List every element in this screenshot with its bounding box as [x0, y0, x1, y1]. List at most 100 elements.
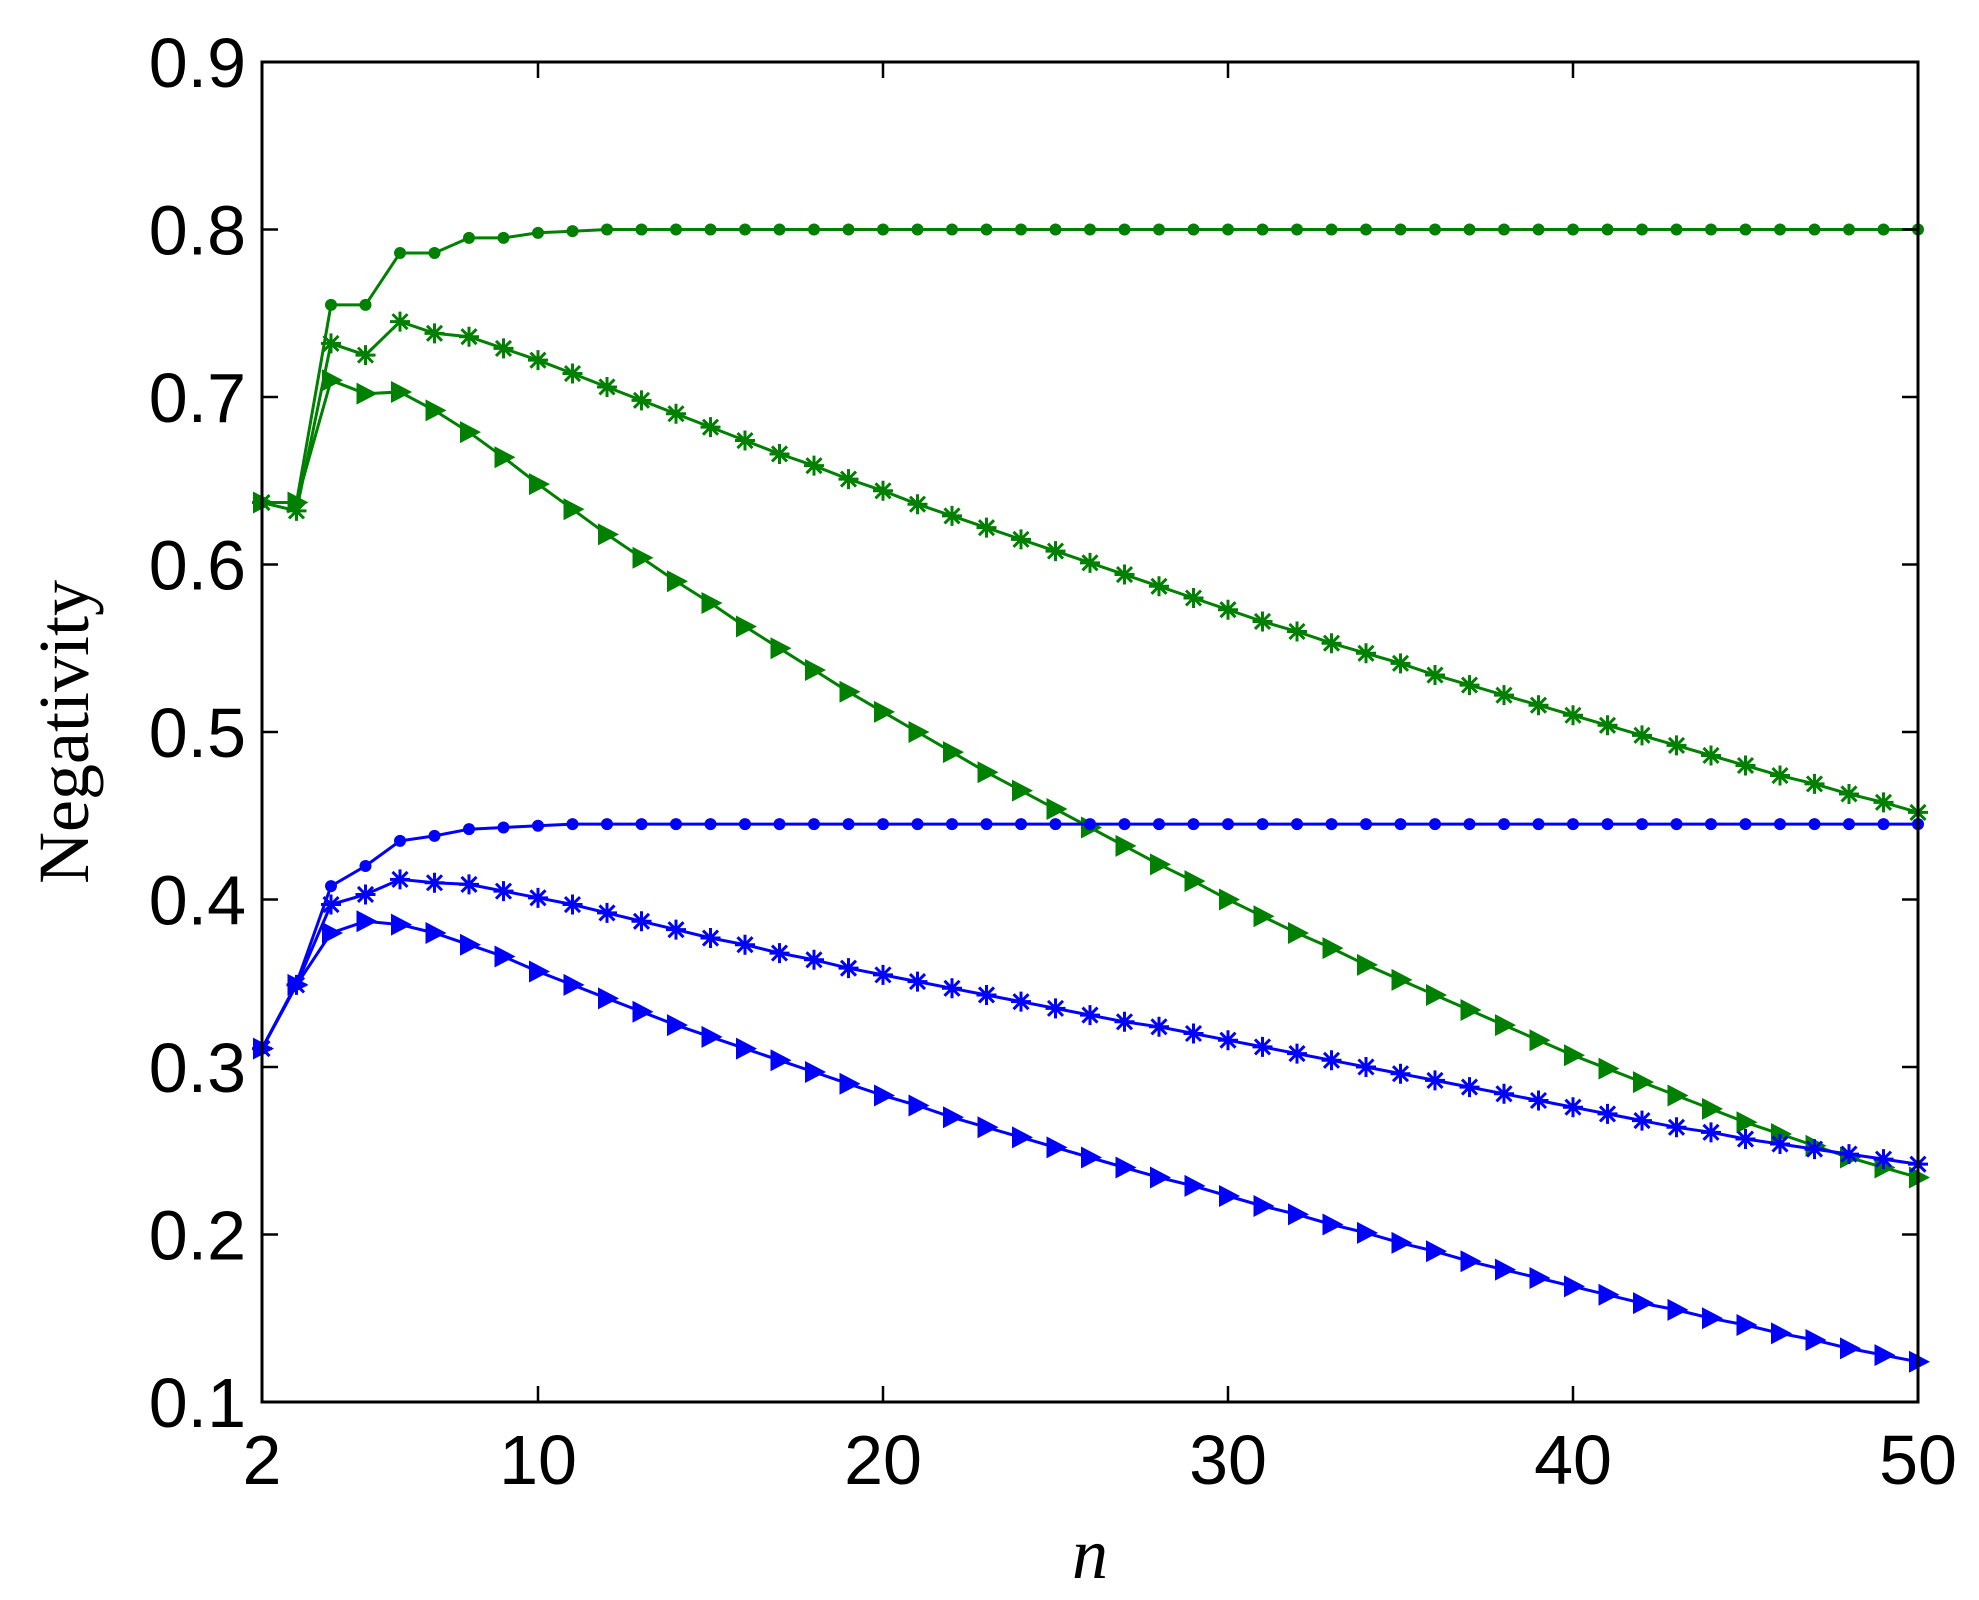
data-point	[1633, 1292, 1654, 1315]
data-point	[1394, 818, 1407, 831]
data-point	[667, 1014, 688, 1037]
data-point	[566, 818, 579, 831]
data-point	[838, 469, 859, 490]
data-point	[1222, 223, 1234, 236]
data-point	[1460, 1250, 1482, 1273]
data-point	[1702, 1097, 1723, 1120]
data-point	[356, 910, 378, 933]
data-point	[532, 226, 544, 239]
series-line	[262, 378, 1919, 1179]
data-point	[286, 500, 307, 521]
data-point	[1702, 1307, 1723, 1330]
data-point	[391, 913, 412, 936]
data-point	[1015, 818, 1027, 831]
data-point	[1705, 818, 1717, 831]
data-point	[1529, 1267, 1551, 1290]
data-point	[1218, 1030, 1238, 1051]
data-point	[1874, 1344, 1896, 1367]
data-point	[1770, 765, 1790, 786]
data-point	[1219, 1184, 1240, 1207]
data-point	[1356, 643, 1376, 664]
data-point	[805, 659, 826, 682]
data-point	[1736, 1313, 1758, 1336]
data-point	[1256, 223, 1269, 236]
data-point	[460, 933, 481, 956]
data-point	[1636, 223, 1648, 236]
data-point	[1394, 223, 1407, 236]
y-tick-label: 0.2	[149, 1197, 246, 1275]
data-point	[1045, 541, 1066, 562]
data-point	[1291, 223, 1303, 236]
data-point	[980, 818, 993, 831]
data-point	[1183, 588, 1204, 608]
data-point	[563, 973, 585, 996]
data-point	[911, 818, 924, 831]
data-point	[322, 922, 343, 944]
data-point	[1288, 922, 1309, 944]
data-point	[1636, 818, 1648, 831]
data-point	[1256, 818, 1269, 831]
data-point	[1150, 1166, 1171, 1189]
data-point	[1843, 223, 1855, 236]
data-point	[1804, 1139, 1825, 1160]
data-point	[977, 761, 999, 784]
y-tick-label: 0.3	[149, 1029, 246, 1107]
data-point	[1567, 223, 1579, 236]
data-point	[1632, 725, 1652, 746]
data-point	[1735, 755, 1756, 776]
data-point	[1219, 888, 1240, 911]
data-point	[1463, 223, 1476, 236]
data-point	[1494, 1083, 1514, 1104]
data-point	[1115, 1156, 1137, 1179]
data-point	[1187, 818, 1200, 831]
data-point	[976, 517, 997, 538]
data-point	[1666, 1117, 1687, 1138]
data-point	[1528, 695, 1549, 716]
data-point	[1012, 1126, 1033, 1149]
data-point	[635, 818, 648, 831]
data-point	[1459, 675, 1480, 696]
data-point	[1184, 1174, 1206, 1197]
data-point	[1080, 552, 1100, 573]
data-point	[842, 223, 855, 236]
data-point	[770, 637, 792, 660]
data-point	[1184, 870, 1206, 893]
data-point	[1390, 653, 1411, 674]
series-6	[253, 910, 1930, 1373]
data-point	[1532, 223, 1545, 236]
data-point	[463, 231, 475, 244]
data-point	[1564, 1044, 1585, 1067]
data-point	[1597, 1103, 1618, 1124]
data-point	[1360, 818, 1372, 831]
data-point	[1843, 818, 1855, 831]
data-point	[946, 223, 958, 236]
data-point	[666, 919, 686, 940]
data-point	[1567, 818, 1579, 831]
data-point	[391, 380, 412, 403]
data-point	[1425, 1070, 1445, 1091]
y-tick-label: 0.6	[149, 527, 246, 605]
data-point	[1774, 818, 1786, 831]
data-point	[911, 223, 924, 236]
data-point	[1770, 1134, 1790, 1155]
data-point	[631, 390, 652, 411]
data-point	[1391, 968, 1413, 991]
data-point	[1804, 773, 1825, 794]
data-point	[735, 430, 755, 451]
data-point	[1667, 1084, 1689, 1107]
data-point	[1808, 223, 1821, 236]
data-point	[670, 223, 682, 236]
data-point	[322, 369, 343, 392]
data-point	[1084, 223, 1096, 236]
data-point	[1049, 223, 1062, 236]
data-point	[1532, 818, 1545, 831]
data-point	[908, 1094, 930, 1117]
data-point	[1498, 818, 1510, 831]
data-point	[493, 881, 514, 902]
data-point	[773, 223, 786, 236]
data-point	[1425, 665, 1445, 686]
series-line	[260, 919, 1919, 1364]
data-point	[1252, 1036, 1273, 1057]
data-point	[1528, 1090, 1549, 1111]
data-point	[1252, 611, 1273, 632]
